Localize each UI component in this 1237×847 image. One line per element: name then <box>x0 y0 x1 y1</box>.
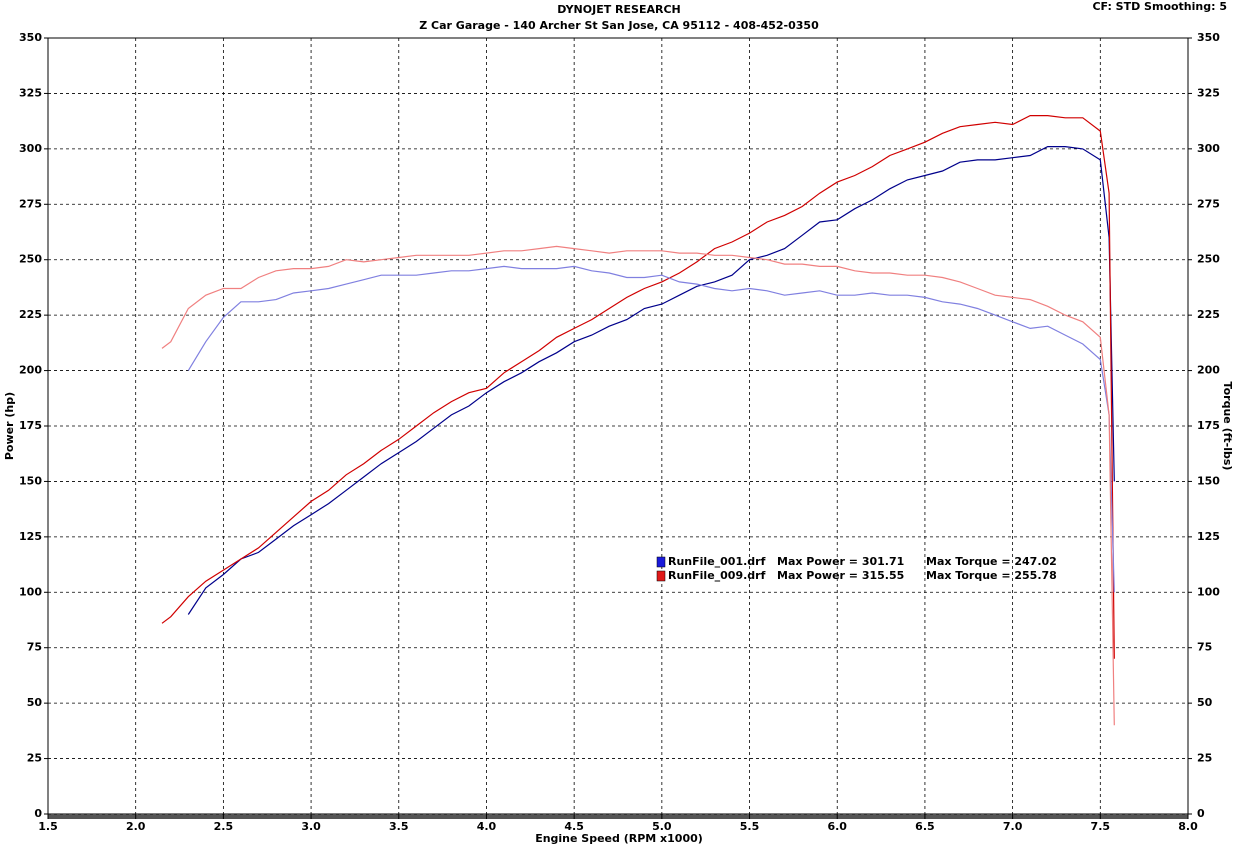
legend-swatch <box>656 556 666 568</box>
legend-power: Max Power = 301.71 <box>777 555 904 568</box>
y-tick-label: 50 <box>27 696 43 709</box>
y2-tick-label: 50 <box>1197 696 1213 709</box>
x-tick-label: 1.5 <box>38 820 58 833</box>
y2-tick-label: 200 <box>1197 364 1220 377</box>
x-axis-bar <box>48 814 1188 819</box>
y2-tick-label: 325 <box>1197 86 1220 99</box>
y2-tick-label: 275 <box>1197 197 1220 210</box>
x-tick-label: 4.5 <box>564 820 584 833</box>
y2-tick-label: 300 <box>1197 142 1220 155</box>
x-tick-label: 7.0 <box>1003 820 1023 833</box>
y2-tick-label: 0 <box>1197 807 1205 820</box>
legend-torque: Max Torque = 255.78 <box>926 569 1057 582</box>
settings-text: CF: STD Smoothing: 5 <box>1092 0 1227 13</box>
x-tick-label: 6.5 <box>915 820 935 833</box>
power-line <box>187 146 1115 615</box>
y-tick-label: 100 <box>19 585 42 598</box>
x-tick-label: 3.0 <box>301 820 321 833</box>
y-tick-label: 75 <box>27 641 42 654</box>
y-tick-label: 350 <box>19 31 42 44</box>
y2-axis-label: Torque (ft-lbs) <box>1221 382 1234 471</box>
x-tick-label: 7.5 <box>1091 820 1111 833</box>
y2-tick-label: 150 <box>1197 474 1220 487</box>
y2-tick-label: 75 <box>1197 641 1212 654</box>
x-tick-label: 6.0 <box>827 820 847 833</box>
legend-swatch <box>656 570 666 582</box>
y-tick-label: 325 <box>19 86 42 99</box>
x-axis-label: Engine Speed (RPM x1000) <box>535 832 703 845</box>
y-tick-label: 225 <box>19 308 42 321</box>
y2-tick-label: 100 <box>1197 585 1220 598</box>
y-tick-label: 275 <box>19 197 42 210</box>
y2-tick-label: 175 <box>1197 419 1220 432</box>
y-tick-label: 300 <box>19 142 42 155</box>
y2-tick-label: 125 <box>1197 530 1220 543</box>
y2-tick-label: 250 <box>1197 253 1220 266</box>
power-line <box>161 115 1115 659</box>
y2-tick-label: 350 <box>1197 31 1220 44</box>
y-tick-label: 150 <box>19 474 42 487</box>
y-tick-label: 175 <box>19 419 42 432</box>
x-tick-label: 2.5 <box>214 820 234 833</box>
x-tick-label: 5.5 <box>740 820 760 833</box>
x-tick-label: 5.0 <box>652 820 672 833</box>
x-tick-label: 3.5 <box>389 820 409 833</box>
y-tick-label: 0 <box>34 807 42 820</box>
x-tick-label: 8.0 <box>1178 820 1198 833</box>
y-tick-label: 25 <box>27 752 42 765</box>
legend-name: RunFile_009.drf <box>668 569 766 582</box>
y2-tick-label: 25 <box>1197 752 1212 765</box>
legend-power: Max Power = 315.55 <box>777 569 904 582</box>
chart-subtitle: Z Car Garage - 140 Archer St San Jose, C… <box>419 19 819 32</box>
y-tick-label: 200 <box>19 364 42 377</box>
legend-torque: Max Torque = 247.02 <box>926 555 1057 568</box>
y-tick-label: 125 <box>19 530 42 543</box>
legend-name: RunFile_001.drf <box>668 555 766 568</box>
x-tick-label: 4.0 <box>477 820 497 833</box>
y-axis-label: Power (hp) <box>3 392 16 460</box>
x-tick-label: 2.0 <box>126 820 146 833</box>
y2-tick-label: 225 <box>1197 308 1220 321</box>
y-tick-label: 250 <box>19 253 42 266</box>
torque-line <box>187 265 1115 593</box>
torque-line <box>161 245 1115 726</box>
chart-title: DYNOJET RESEARCH <box>557 3 680 16</box>
